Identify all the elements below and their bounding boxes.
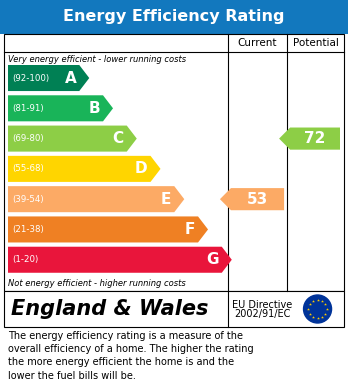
Text: 2002/91/EC: 2002/91/EC [234, 309, 291, 319]
Text: (81-91): (81-91) [12, 104, 44, 113]
Text: (39-54): (39-54) [12, 195, 44, 204]
Text: Not energy efficient - higher running costs: Not energy efficient - higher running co… [8, 279, 186, 288]
Bar [4, 34, 344, 291]
Text: E: E [161, 192, 171, 207]
Text: D: D [135, 161, 148, 176]
Text: (55-68): (55-68) [12, 164, 44, 173]
Circle shape [303, 295, 332, 323]
Text: Potential: Potential [293, 38, 339, 48]
Polygon shape [8, 186, 184, 212]
Text: F: F [185, 222, 195, 237]
Polygon shape [8, 95, 113, 121]
Text: Current: Current [238, 38, 277, 48]
Text: A: A [64, 70, 76, 86]
Text: (21-38): (21-38) [12, 225, 44, 234]
Polygon shape [8, 217, 208, 242]
Text: 72: 72 [304, 131, 326, 146]
Text: (69-80): (69-80) [12, 134, 44, 143]
Text: England & Wales: England & Wales [11, 299, 208, 319]
Polygon shape [8, 156, 160, 182]
Text: B: B [88, 101, 100, 116]
Text: G: G [206, 252, 219, 267]
Text: Very energy efficient - lower running costs: Very energy efficient - lower running co… [8, 55, 186, 64]
Text: (1-20): (1-20) [12, 255, 38, 264]
Polygon shape [279, 127, 340, 150]
Bar [0, 0, 348, 34]
Bar [4, 291, 344, 327]
Polygon shape [8, 65, 89, 91]
Polygon shape [8, 126, 137, 152]
Polygon shape [8, 247, 232, 273]
Text: The energy efficiency rating is a measure of the
overall efficiency of a home. T: The energy efficiency rating is a measur… [8, 331, 254, 380]
Text: (92-100): (92-100) [12, 74, 49, 83]
Polygon shape [220, 188, 284, 210]
Text: 53: 53 [247, 192, 268, 207]
Text: C: C [113, 131, 124, 146]
Text: Energy Efficiency Rating: Energy Efficiency Rating [63, 9, 285, 25]
Text: EU Directive: EU Directive [232, 300, 293, 310]
